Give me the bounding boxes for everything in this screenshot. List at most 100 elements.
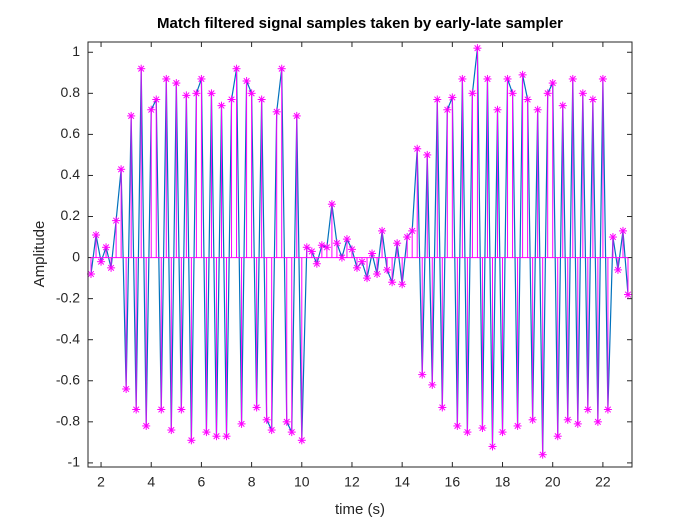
marker-stroke [484,75,491,83]
marker-stroke [188,437,195,444]
stem-marker [132,405,141,414]
stem-marker [287,428,296,437]
stem-marker [262,415,271,424]
marker-stroke [198,75,205,83]
stem-marker [438,403,447,412]
x-tick-label: 4 [147,474,155,490]
marker-stroke [534,106,541,113]
y-tick-label: 0.6 [61,125,81,141]
marker-stroke [213,433,220,440]
x-tick-label: 20 [545,474,561,490]
marker-stroke [122,385,130,393]
stem-marker [593,417,602,426]
marker-stroke [544,90,551,97]
marker-stroke [318,242,326,249]
stem-marker [187,436,196,445]
stem-marker [212,432,221,441]
stem-marker [408,226,417,235]
stem-marker [623,290,632,299]
marker-stroke [614,266,622,274]
stem-marker [488,442,497,451]
marker-stroke [248,90,255,97]
marker-stroke [328,201,336,208]
stem-marker [403,233,412,242]
stem-marker [347,245,356,254]
marker-stroke [87,270,95,278]
stem-marker [598,74,607,83]
stem-marker [122,384,131,393]
stem-marker [463,428,472,437]
marker-stroke [117,166,125,173]
y-tick-label: -0.2 [56,289,80,305]
stem-marker [548,79,557,88]
marker-stroke [263,416,270,423]
y-tick-label: 0 [72,248,80,264]
stem-marker [302,243,311,252]
marker-stroke [393,240,401,247]
marker-stroke [313,260,320,267]
stem-marker [97,257,106,266]
stem-marker [453,421,462,430]
x-axis-label: time (s) [335,501,385,518]
marker-stroke [619,227,627,235]
marker-stroke [414,145,421,152]
stem-marker [523,95,532,104]
stem-marker [493,105,502,114]
marker-stroke [388,279,396,286]
stem-marker [373,270,382,279]
stem-marker [543,89,552,98]
x-tick-label: 2 [97,474,105,490]
stem-marker [358,257,367,266]
stem-marker [383,265,392,274]
stem-marker [613,265,622,274]
stem-marker [513,421,522,430]
marker-stroke [419,371,426,378]
stem-marker [558,101,567,110]
marker-stroke [564,416,571,423]
chart-title: Match filtered signal samples taken by e… [157,15,563,32]
stem-marker [222,432,231,441]
stem-marker [378,226,387,235]
stem-marker [142,421,151,430]
stem-marker [92,230,101,239]
marker-stroke [153,96,160,103]
x-tick-label: 6 [198,474,206,490]
marker-stroke [584,406,591,413]
marker-stroke [173,79,180,87]
stem-marker [393,239,402,248]
marker-stroke [268,426,275,434]
marker-stroke [459,75,466,83]
stem-marker [292,111,301,120]
marker-stroke [444,106,451,113]
marker-stroke [363,274,371,282]
marker-stroke [579,90,586,97]
marker-stroke [283,418,290,425]
marker-stroke [323,244,331,251]
marker-stroke [554,433,561,440]
stem-marker [247,89,256,98]
y-axis-label: Amplitude [31,221,48,288]
marker-stroke [92,231,100,239]
stem-marker [418,370,427,379]
marker-stroke [434,96,441,103]
y-tick-label: -0.4 [56,330,80,346]
marker-stroke [479,424,486,432]
stem-marker [147,105,156,114]
marker-stroke [464,428,471,436]
stem-marker [232,64,241,73]
x-tick-label: 10 [294,474,310,490]
stem-marker [102,243,111,252]
x-tick-label: 14 [394,474,410,490]
marker-stroke [474,45,481,52]
stem-marker [137,64,146,73]
stem-marker [368,249,377,258]
stem-marker [242,77,251,86]
marker-stroke [168,426,175,434]
marker-stroke [228,96,235,103]
stem-marker [413,144,422,153]
stem-marker [167,426,176,435]
marker-stroke [399,281,406,288]
stem-marker [458,74,467,83]
stem-marker [117,165,126,174]
marker-stroke [353,264,361,271]
